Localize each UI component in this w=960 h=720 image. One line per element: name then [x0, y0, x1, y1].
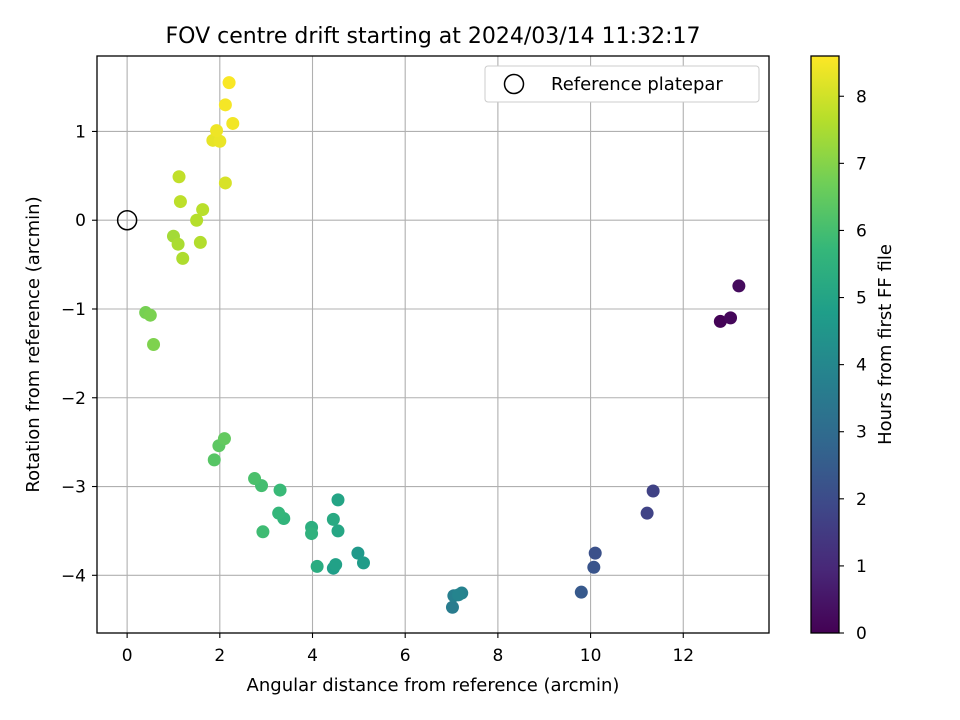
data-point: [172, 238, 185, 251]
data-point: [311, 560, 324, 573]
data-point: [647, 484, 660, 497]
colorbar-tick-label: 4: [856, 356, 867, 376]
x-axis-label: Angular distance from reference (arcmin): [247, 675, 620, 696]
data-point: [331, 524, 344, 537]
x-tick-label: 10: [580, 646, 602, 666]
colorbar-tick-label: 2: [856, 490, 867, 510]
chart-title: FOV centre drift starting at 2024/03/14 …: [166, 24, 701, 49]
data-point: [219, 98, 232, 111]
data-point: [641, 507, 654, 520]
colorbar-tick-label: 5: [856, 289, 867, 309]
x-tick-label: 8: [492, 646, 503, 666]
data-point: [147, 338, 160, 351]
y-axis-ticks: −4 −3 −2 −1 0 1: [61, 122, 97, 586]
legend: Reference platepar: [485, 66, 759, 102]
data-point: [219, 176, 232, 189]
data-point: [329, 558, 342, 571]
data-point: [173, 170, 186, 183]
data-point: [210, 124, 223, 137]
colorbar-tick-label: 0: [856, 624, 867, 644]
colorbar-label: Hours from first FF file: [875, 244, 896, 445]
data-point: [587, 561, 600, 574]
data-point: [174, 195, 187, 208]
y-tick-label: 0: [75, 211, 86, 231]
x-tick-label: 4: [307, 646, 318, 666]
x-axis-ticks: 0 2 4 6 8 10 12: [122, 633, 694, 666]
colorbar: 0 1 2 3 4 5 6 7 8 Hours from first FF file: [811, 56, 896, 644]
y-tick-label: −3: [61, 478, 86, 498]
x-tick-label: 6: [400, 646, 411, 666]
data-point: [144, 309, 157, 322]
scatter-points: [139, 76, 745, 614]
data-point: [446, 601, 459, 614]
colorbar-tick-label: 7: [856, 154, 867, 174]
data-point: [196, 203, 209, 216]
data-point: [732, 279, 745, 292]
data-point: [305, 527, 318, 540]
y-axis-label: Rotation from reference (arcmin): [23, 196, 44, 492]
x-tick-label: 0: [122, 646, 133, 666]
data-point: [176, 252, 189, 265]
plot-frame: [97, 56, 769, 633]
data-point: [575, 586, 588, 599]
data-point: [452, 588, 465, 601]
y-tick-label: −4: [61, 566, 86, 586]
data-point: [226, 117, 239, 130]
colorbar-tick-label: 3: [856, 423, 867, 443]
data-point: [331, 493, 344, 506]
data-point: [208, 453, 221, 466]
y-tick-label: −2: [61, 389, 86, 409]
data-point: [256, 525, 269, 538]
x-tick-label: 12: [672, 646, 694, 666]
colorbar-ticks: 0 1 2 3 4 5 6 7 8: [839, 87, 867, 644]
data-point: [194, 236, 207, 249]
data-point: [218, 432, 231, 445]
data-point: [724, 311, 737, 324]
x-tick-label: 2: [214, 646, 225, 666]
grid-lines: [97, 56, 769, 633]
data-point: [274, 484, 287, 497]
legend-entry-label: Reference platepar: [551, 74, 723, 95]
data-point: [589, 547, 602, 560]
data-point: [248, 472, 261, 485]
colorbar-tick-label: 1: [856, 557, 867, 577]
y-tick-label: −1: [61, 300, 86, 320]
data-point: [223, 76, 236, 89]
y-tick-label: 1: [75, 122, 86, 142]
data-point: [272, 507, 285, 520]
data-point: [327, 513, 340, 526]
colorbar-tick-label: 8: [856, 87, 867, 107]
data-point: [357, 556, 370, 569]
colorbar-tick-label: 6: [856, 221, 867, 241]
colorbar-gradient: [811, 56, 839, 633]
